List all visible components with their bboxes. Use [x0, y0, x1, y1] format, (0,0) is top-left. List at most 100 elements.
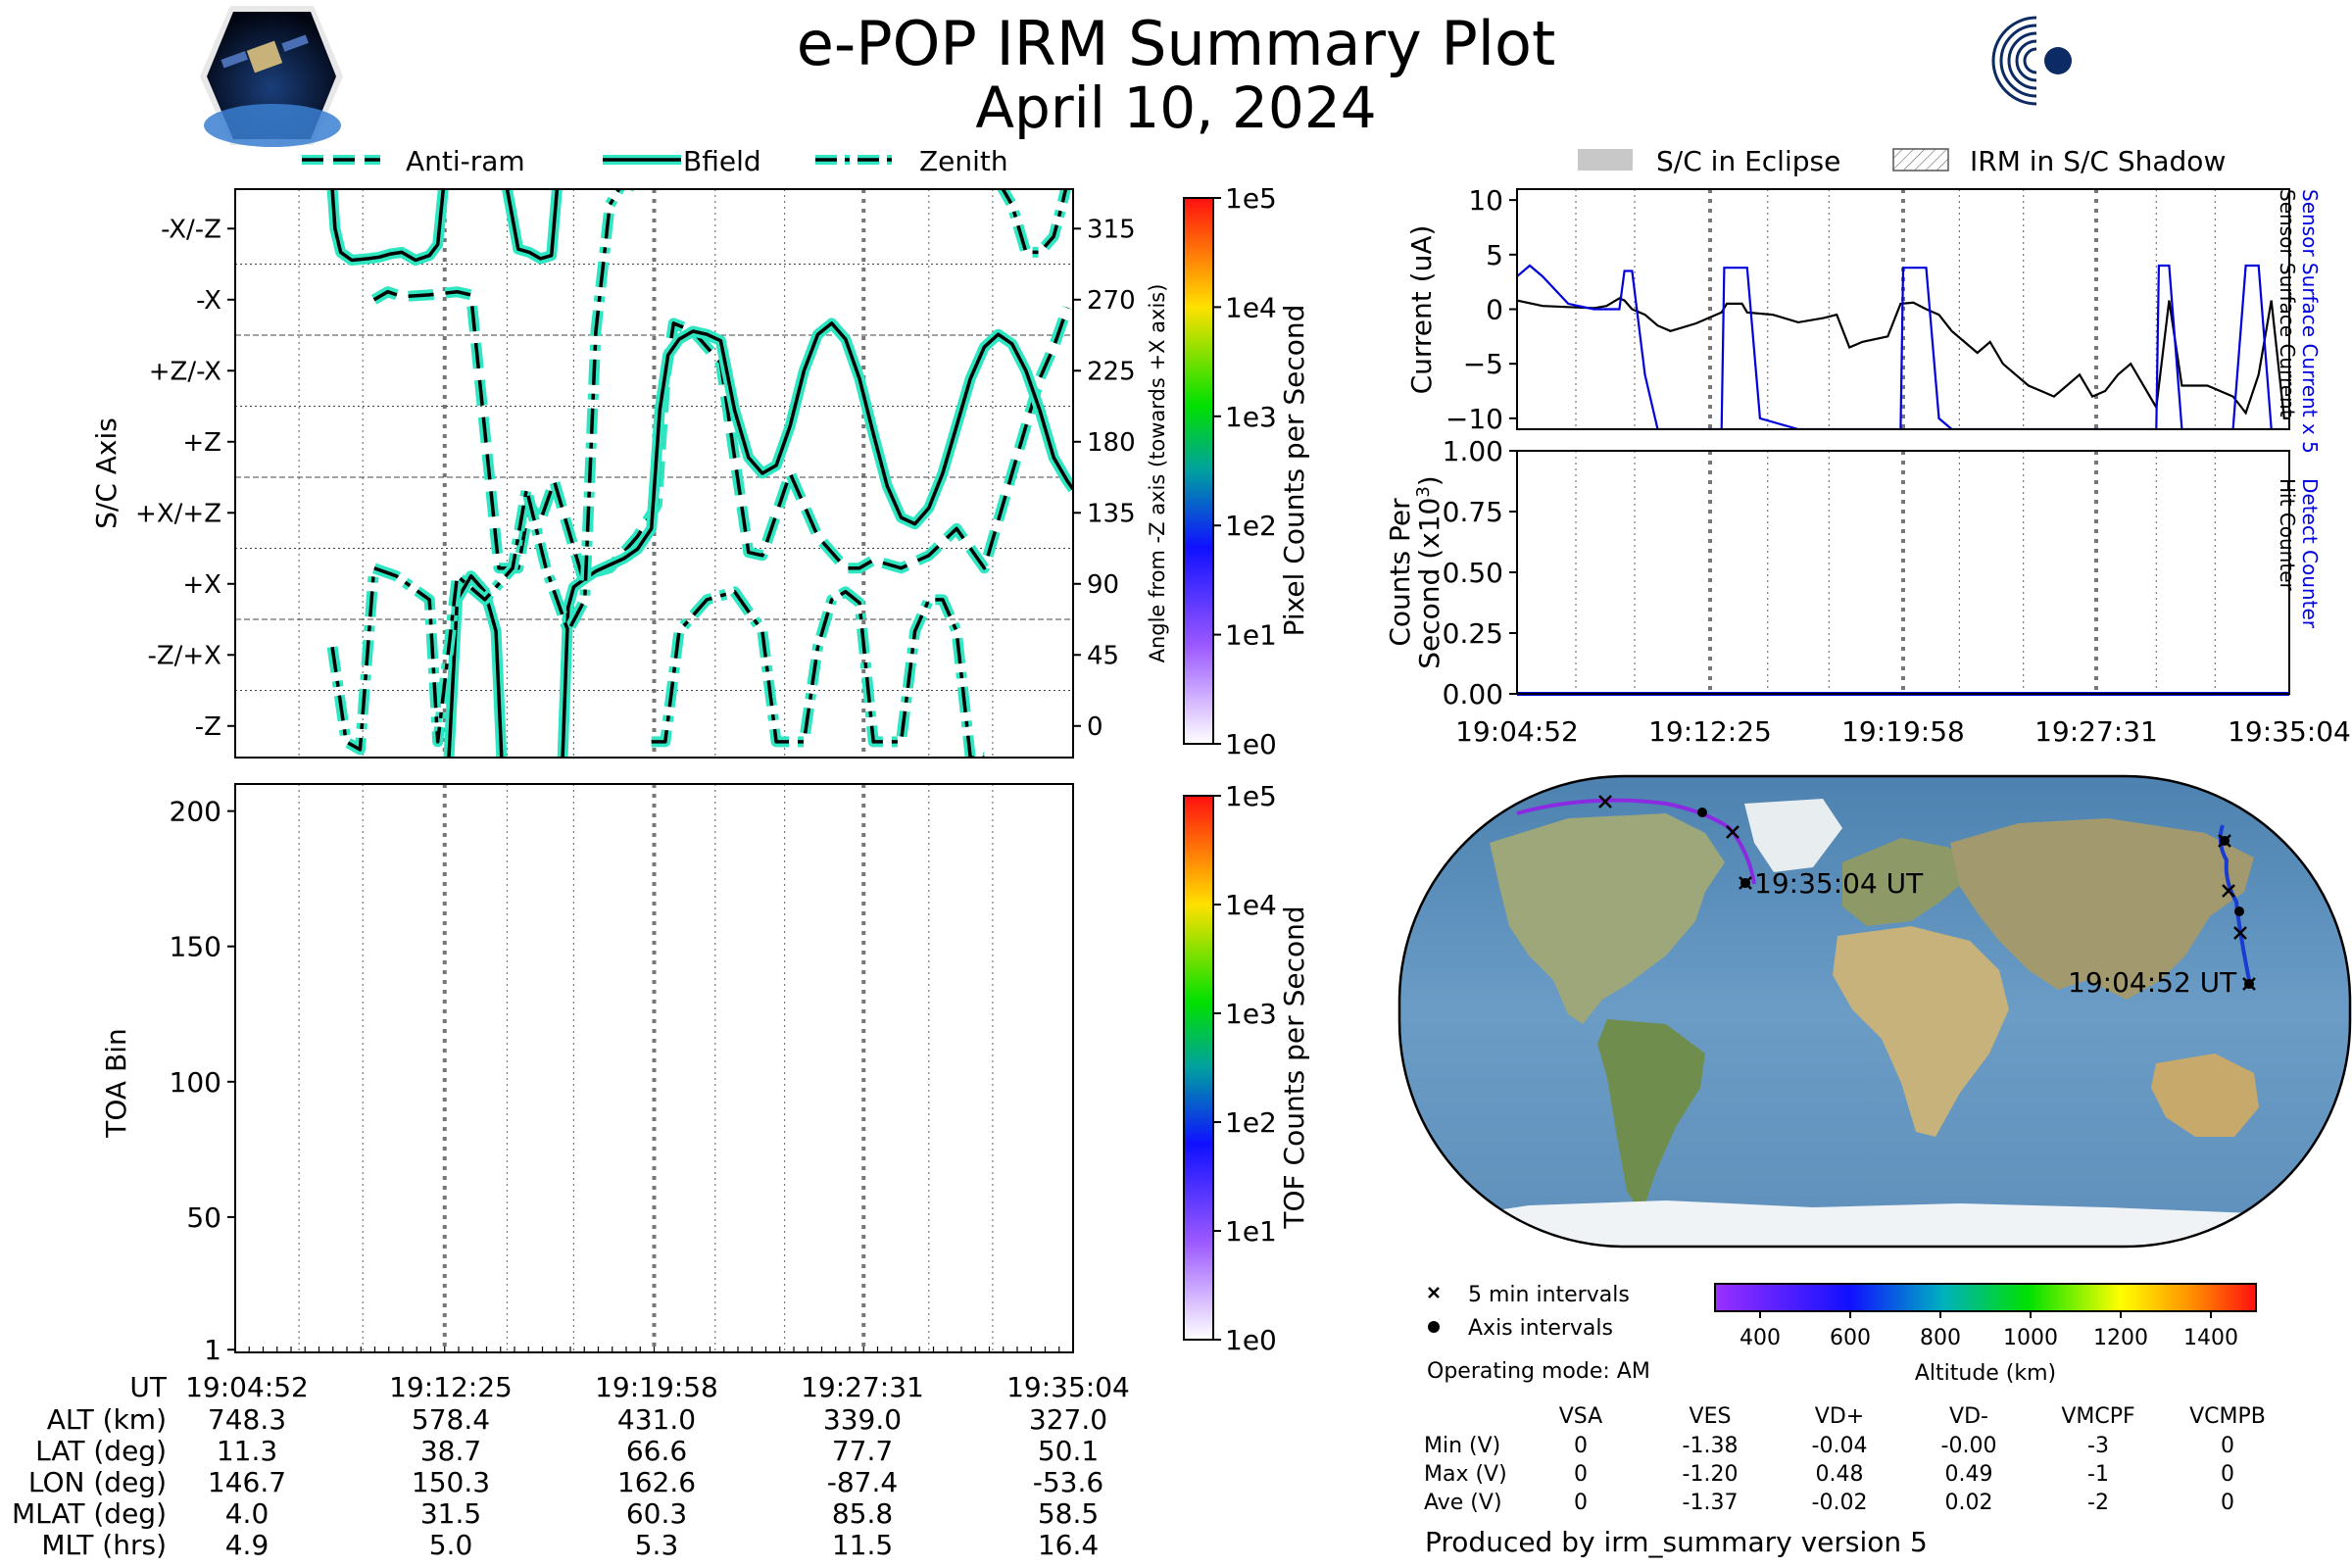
attitude-right-tick-label: 45	[1087, 641, 1119, 670]
legend-axis-label: Axis intervals	[1468, 1316, 1613, 1341]
tof-counts-colorbar: 1e5 1e4 1e3 1e2 1e1 1e0 TOF Counts per Second	[1183, 780, 1310, 1356]
colorbar-tick-label: 1e5	[1225, 780, 1277, 812]
time-table-cell: 150.3	[412, 1466, 490, 1498]
current-right-label-x5: Sensor Surface Current x 5	[2298, 189, 2322, 454]
counts-ylabel-line1: Counts Per	[1384, 498, 1416, 647]
track-axis-marker	[1740, 878, 1750, 888]
cassiope-satellite-logo	[200, 6, 343, 147]
counts-tick-label: 0.25	[1443, 617, 1503, 650]
current-tick-label: 5	[1486, 239, 1503, 271]
track-axis-marker	[2220, 836, 2230, 846]
voltage-table: VSA VES VD+ VD- VMCPF VCMPB Min (V) 0 -1.38 -0.04…	[1424, 1404, 2266, 1515]
track-start-label: 19:04:52 UT	[2068, 966, 2237, 999]
page-title: e-POP IRM Summary Plot	[796, 8, 1556, 79]
toa-ylabel: TOA Bin	[100, 1028, 132, 1138]
altitude-colorbar-label: Altitude (km)	[1915, 1361, 2056, 1386]
ground-track-map: 19:35:04 UT 19:04:52 UT	[1397, 774, 2352, 1249]
time-table-cell: 162.6	[617, 1466, 696, 1498]
map-legend: 5 min intervals Axis intervals Operating…	[1427, 1283, 1650, 1384]
voltage-cell: -0.04	[1812, 1434, 1868, 1458]
attitude-right-tick-label: 135	[1087, 499, 1136, 528]
time-table-cell: 19:19:58	[595, 1371, 718, 1403]
track-end-label: 19:35:04 UT	[1754, 867, 1924, 900]
voltage-cell: 0.02	[1945, 1491, 1993, 1515]
voltage-cell: -3	[2087, 1434, 2109, 1458]
legend-label-zenith: Zenith	[919, 145, 1008, 177]
voltage-header: VD-	[1949, 1404, 1988, 1429]
legend-swatch-shadow	[1892, 148, 1949, 172]
track-axis-marker	[2244, 979, 2254, 989]
colorbar-tick-label: 1e2	[1225, 1106, 1277, 1139]
voltage-header: VSA	[1559, 1404, 1602, 1429]
time-table-cell: 339.0	[823, 1403, 902, 1436]
time-table-cell: 5.3	[635, 1529, 679, 1561]
toa-gridlines	[298, 784, 994, 1352]
current-tick-label: 0	[1486, 294, 1503, 326]
time-table-row-label: LON (deg)	[28, 1466, 167, 1498]
legend-item-anti-ram: Anti-ram	[302, 145, 525, 177]
track-5min-marker	[2233, 926, 2247, 940]
attitude-left-tick-label: -X	[196, 286, 221, 316]
legend-item-zenith: Zenith	[815, 145, 1008, 177]
track-axis-marker	[1697, 808, 1707, 817]
pixel-counts-colorbar: 1e5 1e4 1e3 1e2 1e1 1e0 Pixel Counts per Seco…	[1183, 182, 1310, 760]
voltage-cell: -2	[2087, 1491, 2109, 1515]
time-table-cell: 16.4	[1038, 1529, 1099, 1561]
current-y-ticks: 10 5 0 −5 −10	[1446, 184, 1517, 435]
colorbar-tick-label: 1e1	[1225, 619, 1277, 652]
legend-label-bfield: Bfield	[683, 145, 761, 177]
legend-item-bfield: Bfield	[603, 145, 761, 177]
voltage-cell: -1.20	[1683, 1462, 1739, 1487]
time-table-cell: 11.3	[217, 1435, 277, 1467]
toa-tick-label: 100	[170, 1066, 221, 1099]
altitude-colorbar: 400 600 800 1000 1200 1400 Altitude (km)	[1714, 1283, 2257, 1386]
altitude-tick-label: 1000	[2003, 1326, 2058, 1350]
colorbar-tick-label: 1e1	[1225, 1215, 1277, 1248]
colorbar-tick-label: 1e3	[1225, 401, 1277, 433]
map-landmasses	[1401, 799, 2350, 1247]
attitude-series-bfield	[326, 189, 1073, 758]
attitude-frame	[234, 188, 1074, 759]
time-table-cell: 60.3	[626, 1497, 687, 1530]
page-subtitle-date: April 10, 2024	[975, 74, 1377, 141]
time-table-cell: 19:27:31	[801, 1371, 924, 1403]
time-table-cell: 327.0	[1029, 1403, 1107, 1436]
colorbar-tick-label: 1e0	[1225, 728, 1277, 760]
time-table-cell: 4.0	[225, 1497, 270, 1530]
colorbar-tick-label: 1e0	[1225, 1324, 1277, 1356]
voltage-cell: 0	[1574, 1434, 1588, 1458]
counts-x-tick-label: 19:19:58	[1841, 715, 1965, 748]
attitude-right-tick-label: 90	[1087, 570, 1119, 600]
colorbar-tick-label: 1e5	[1225, 182, 1277, 215]
time-table-cell: 146.7	[208, 1466, 286, 1498]
altitude-colorbar-ticks: 400 600 800 1000 1200 1400	[1740, 1311, 2238, 1350]
time-table-cell: 85.8	[832, 1497, 893, 1530]
voltage-cell: -0.02	[1812, 1491, 1868, 1515]
track-axis-marker	[2234, 906, 2244, 916]
colorbar-tick-label: 1e4	[1225, 291, 1277, 323]
time-table-cell: 19:04:52	[185, 1371, 309, 1403]
time-table-cell: 38.7	[420, 1435, 481, 1467]
counts-tick-label: 0.00	[1443, 678, 1503, 710]
time-table-cell: 5.0	[429, 1529, 473, 1561]
esa-logo	[1991, 10, 2085, 112]
time-table-row-label: ALT (km)	[47, 1403, 167, 1436]
colorbar-tick-label: 1e4	[1225, 889, 1277, 921]
time-table-cell: 578.4	[412, 1403, 490, 1436]
voltage-cell: 0	[2221, 1462, 2234, 1487]
altitude-tick-label: 400	[1740, 1326, 1781, 1350]
time-table-cell: 50.1	[1038, 1435, 1099, 1467]
voltage-cell: 0	[2221, 1491, 2234, 1515]
voltage-row-label: Ave (V)	[1424, 1491, 1502, 1515]
attitude-ylabel: S/C Axis	[90, 417, 122, 529]
voltage-header: VES	[1690, 1404, 1732, 1429]
time-table-cell: 748.3	[208, 1403, 286, 1436]
counts-panel: 0.000.250.500.751.00 19:04:52 19:12:25 19:…	[1384, 435, 2351, 748]
current-panel: 10 5 0 −5 −10 Current (uA) Sensor Surface Cu…	[1405, 184, 2322, 454]
current-legend: S/C in Eclipse IRM in S/C Shadow	[1578, 145, 2226, 177]
voltage-header: VD+	[1815, 1404, 1864, 1429]
attitude-series	[326, 189, 1073, 758]
attitude-left-tick-label: -X/-Z	[161, 215, 221, 244]
